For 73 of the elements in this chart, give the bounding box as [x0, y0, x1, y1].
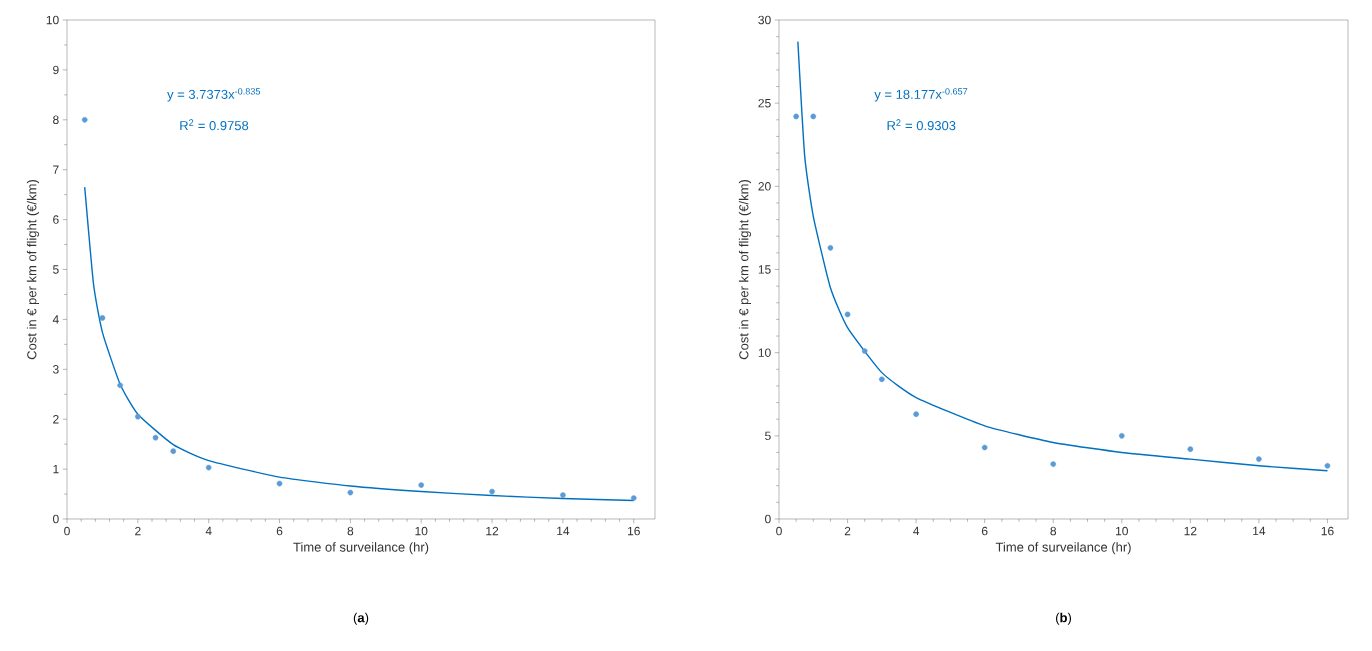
y-tick-label: 6 [53, 215, 59, 224]
point [170, 448, 177, 454]
point [135, 413, 141, 420]
point [793, 113, 799, 120]
y-tick-label: 25 [758, 98, 771, 108]
x-tick-label: 0 [776, 526, 782, 536]
x-tick-label: 12 [486, 526, 499, 536]
y-tick-label: 1 [53, 464, 59, 474]
x-tick-label: 14 [557, 526, 570, 536]
point [81, 117, 88, 123]
point [276, 480, 283, 487]
point [981, 444, 988, 451]
x-tick-label: 16 [1321, 526, 1334, 536]
point [1187, 446, 1194, 452]
y-tick-label: 5 [53, 265, 59, 274]
y-tick-label: 10 [758, 348, 771, 357]
annotation: y = 3.7373x$^{-0.835}$ [167, 88, 261, 102]
x-tick-label: 2 [135, 526, 141, 536]
point [844, 311, 851, 318]
point [1050, 461, 1057, 467]
x-tick-label: 4 [205, 526, 212, 536]
text: (a) [353, 612, 369, 625]
y-tick-label: 2 [53, 415, 59, 424]
line-series [797, 40, 1329, 472]
y-tick-label: 5 [765, 431, 771, 441]
x-tick-label: 0 [64, 526, 70, 536]
y-tick-label: 10 [46, 15, 59, 25]
x-tick-label: 10 [1116, 526, 1128, 536]
y-tick-label: 15 [758, 265, 771, 274]
x-tick-label: 6 [981, 526, 988, 536]
x-tick-label: 16 [627, 526, 640, 536]
point [827, 245, 834, 251]
y-tick-label: 4 [52, 315, 59, 324]
y-axis-title: Cost in € per km of flight (€/km) [738, 180, 751, 360]
y-axis-title: Cost in € per km of flight (€/km) [26, 180, 39, 360]
x-tick-label: 6 [276, 526, 283, 536]
text: (b) [1056, 612, 1072, 625]
point [913, 411, 919, 418]
point [1324, 462, 1331, 469]
point [347, 489, 354, 496]
point [630, 495, 637, 501]
x-tick-label: 8 [347, 526, 354, 536]
x-tick-label: 2 [844, 526, 851, 536]
y-tick-label: 7 [53, 165, 59, 174]
point [1118, 433, 1125, 439]
x-tick-label: 10 [415, 526, 428, 536]
point [879, 376, 885, 383]
annotation: R$^{2}$ = 0.9758 [180, 119, 249, 131]
point [418, 482, 425, 488]
point [810, 113, 817, 120]
point [861, 348, 868, 354]
x-tick-label: 4 [913, 526, 920, 536]
x-axis-title: Time of surveilance (hr) [995, 542, 1131, 555]
y-tick-label: 30 [758, 15, 771, 25]
y-tick-label: 3 [52, 365, 59, 374]
y-tick-label: 0 [765, 514, 771, 524]
x-axis-title: Time of surveilance (hr) [293, 542, 429, 555]
point [99, 315, 106, 321]
y-tick-label: 9 [53, 65, 59, 75]
x-tick-label: 12 [1184, 526, 1197, 536]
point [117, 382, 123, 389]
y-tick-label: 20 [758, 182, 771, 191]
x-tick-label: 8 [1050, 526, 1057, 536]
annotation: R$^{2}$ = 0.9303 [887, 119, 956, 131]
point [560, 492, 566, 498]
point [152, 434, 159, 441]
point [489, 488, 495, 495]
y-tick-label: 8 [53, 115, 59, 125]
x-tick-label: 14 [1253, 526, 1266, 536]
point [1256, 456, 1262, 462]
y-tick-label: 0 [53, 514, 59, 524]
point [205, 464, 212, 471]
annotation: y = 18.177x$^{-0.657}$ [874, 88, 968, 102]
